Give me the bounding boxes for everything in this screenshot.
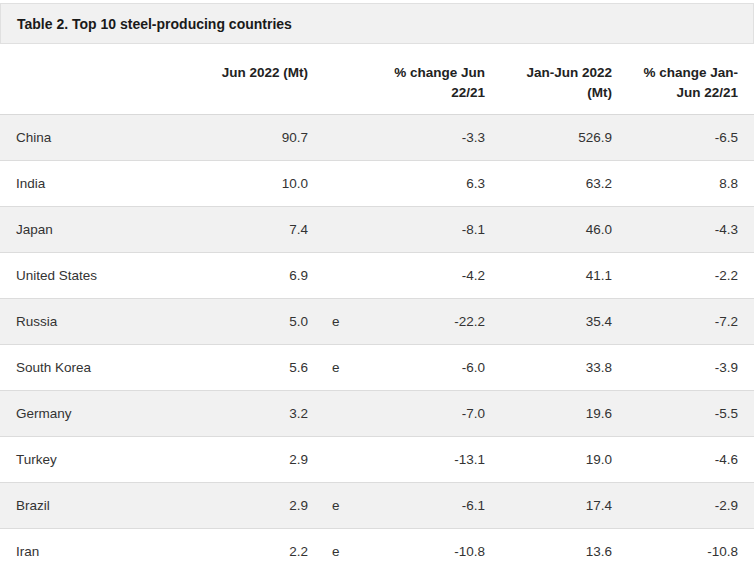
- jun-2022-mt-cell: 10.0: [200, 160, 324, 206]
- page: Table 2. Top 10 steel-producing countrie…: [0, 0, 754, 580]
- jan-jun-2022-mt-cell: 13.6: [501, 528, 628, 574]
- jun-2022-mt-cell: 90.7: [200, 114, 324, 160]
- country-cell: India: [0, 160, 200, 206]
- country-cell: Iran: [0, 528, 200, 574]
- pct-change-jun-22-21-cell: 6.3: [364, 160, 501, 206]
- jan-jun-2022-mt-cell: 19.0: [501, 436, 628, 482]
- column-header-pct-change-jun: % change Jun 22/21: [364, 44, 501, 114]
- country-cell: United States: [0, 252, 200, 298]
- pct-change-jan-jun-22-21-cell: -5.5: [628, 390, 754, 436]
- jan-jun-2022-mt-cell: 17.4: [501, 482, 628, 528]
- country-cell: Turkey: [0, 436, 200, 482]
- e-flag-cell: e: [324, 528, 364, 574]
- table-title-bar: Table 2. Top 10 steel-producing countrie…: [0, 3, 754, 44]
- jan-jun-2022-mt-cell: 63.2: [501, 160, 628, 206]
- jan-jun-2022-mt-cell: 46.0: [501, 206, 628, 252]
- table-title: Table 2. Top 10 steel-producing countrie…: [17, 16, 292, 32]
- pct-change-jun-22-21-cell: -7.0: [364, 390, 501, 436]
- country-cell: China: [0, 114, 200, 160]
- jan-jun-2022-mt-cell: 526.9: [501, 114, 628, 160]
- pct-change-jan-jun-22-21-cell: -4.6: [628, 436, 754, 482]
- pct-change-jun-22-21-cell: -3.3: [364, 114, 501, 160]
- country-cell: Germany: [0, 390, 200, 436]
- pct-change-jun-22-21-cell: -8.1: [364, 206, 501, 252]
- pct-change-jan-jun-22-21-cell: -2.9: [628, 482, 754, 528]
- e-flag-cell: e: [324, 482, 364, 528]
- jan-jun-2022-mt-cell: 41.1: [501, 252, 628, 298]
- pct-change-jun-22-21-cell: -13.1: [364, 436, 501, 482]
- pct-change-jan-jun-22-21-cell: 8.8: [628, 160, 754, 206]
- jun-2022-mt-cell: 2.9: [200, 482, 324, 528]
- jan-jun-2022-mt-cell: 19.6: [501, 390, 628, 436]
- jun-2022-mt-cell: 7.4: [200, 206, 324, 252]
- jun-2022-mt-cell: 2.2: [200, 528, 324, 574]
- table-row: China90.7 -3.3526.9-6.5: [0, 114, 754, 160]
- pct-change-jun-22-21-cell: -10.8: [364, 528, 501, 574]
- column-header-country: [0, 44, 200, 114]
- table-row: Japan7.4 -8.146.0-4.3: [0, 206, 754, 252]
- table-row: India10.0 6.363.28.8: [0, 160, 754, 206]
- table-row: Iran2.2e-10.813.6-10.8: [0, 528, 754, 574]
- country-cell: Japan: [0, 206, 200, 252]
- e-flag-cell: [324, 160, 364, 206]
- jun-2022-mt-cell: 5.6: [200, 344, 324, 390]
- jan-jun-2022-mt-cell: 33.8: [501, 344, 628, 390]
- jun-2022-mt-cell: 6.9: [200, 252, 324, 298]
- e-flag-cell: e: [324, 298, 364, 344]
- jun-2022-mt-cell: 3.2: [200, 390, 324, 436]
- e-flag-cell: [324, 390, 364, 436]
- jun-2022-mt-cell: 5.0: [200, 298, 324, 344]
- table-row: Germany3.2 -7.019.6-5.5: [0, 390, 754, 436]
- pct-change-jan-jun-22-21-cell: -6.5: [628, 114, 754, 160]
- table-row: United States6.9 -4.241.1-2.2: [0, 252, 754, 298]
- pct-change-jan-jun-22-21-cell: -4.3: [628, 206, 754, 252]
- pct-change-jan-jun-22-21-cell: -7.2: [628, 298, 754, 344]
- e-flag-cell: e: [324, 344, 364, 390]
- table-header: Jun 2022 (Mt) % change Jun 22/21 Jan-Jun…: [0, 44, 754, 114]
- country-cell: Brazil: [0, 482, 200, 528]
- e-flag-cell: [324, 114, 364, 160]
- table-row: South Korea5.6e-6.033.8-3.9: [0, 344, 754, 390]
- column-header-pct-change-jan-jun: % change Jan-Jun 22/21: [628, 44, 754, 114]
- steel-production-table: Jun 2022 (Mt) % change Jun 22/21 Jan-Jun…: [0, 44, 754, 574]
- jan-jun-2022-mt-cell: 35.4: [501, 298, 628, 344]
- column-header-estimate-flag: [324, 44, 364, 114]
- table-row: Turkey2.9 -13.119.0-4.6: [0, 436, 754, 482]
- pct-change-jun-22-21-cell: -4.2: [364, 252, 501, 298]
- pct-change-jan-jun-22-21-cell: -2.2: [628, 252, 754, 298]
- column-header-jun-2022-mt: Jun 2022 (Mt): [200, 44, 324, 114]
- e-flag-cell: [324, 252, 364, 298]
- country-cell: Russia: [0, 298, 200, 344]
- pct-change-jan-jun-22-21-cell: -3.9: [628, 344, 754, 390]
- jun-2022-mt-cell: 2.9: [200, 436, 324, 482]
- table-row: Brazil2.9e-6.117.4-2.9: [0, 482, 754, 528]
- pct-change-jun-22-21-cell: -22.2: [364, 298, 501, 344]
- pct-change-jun-22-21-cell: -6.1: [364, 482, 501, 528]
- country-cell: South Korea: [0, 344, 200, 390]
- e-flag-cell: [324, 436, 364, 482]
- pct-change-jan-jun-22-21-cell: -10.8: [628, 528, 754, 574]
- table-body: China90.7 -3.3526.9-6.5 India10.0 6.363.28.…: [0, 114, 754, 574]
- header-row: Jun 2022 (Mt) % change Jun 22/21 Jan-Jun…: [0, 44, 754, 114]
- table-row: Russia5.0e-22.235.4-7.2: [0, 298, 754, 344]
- e-flag-cell: [324, 206, 364, 252]
- pct-change-jun-22-21-cell: -6.0: [364, 344, 501, 390]
- column-header-jan-jun-2022-mt: Jan-Jun 2022 (Mt): [501, 44, 628, 114]
